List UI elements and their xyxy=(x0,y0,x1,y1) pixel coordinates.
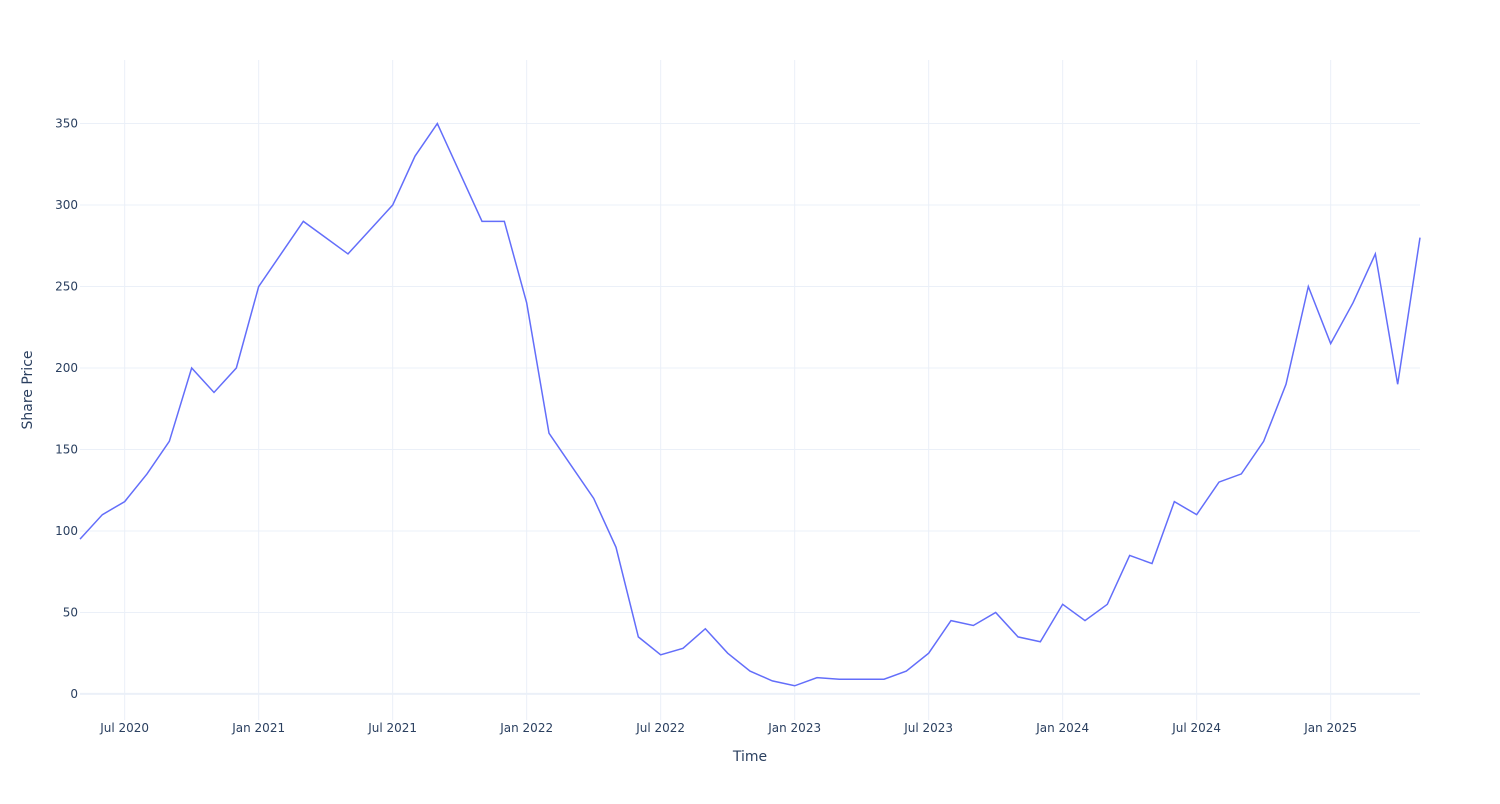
y-tick-label: 100 xyxy=(55,524,78,538)
y-tick-label: 250 xyxy=(55,280,78,294)
x-tick-label: Jul 2021 xyxy=(367,721,417,735)
y-tick-label: 50 xyxy=(63,605,78,619)
x-tick-label: Jul 2020 xyxy=(99,721,149,735)
y-tick-label: 350 xyxy=(55,117,78,131)
price-line xyxy=(79,122,1421,687)
x-axis-title: Time xyxy=(732,749,767,765)
y-tick-label: 300 xyxy=(55,198,78,212)
x-tick-label: Jan 2022 xyxy=(499,721,553,735)
x-tick-label: Jan 2024 xyxy=(1035,721,1089,735)
x-tick-label: Jul 2023 xyxy=(903,721,953,735)
y-axis-title: Share Price xyxy=(20,350,36,429)
x-tick-label: Jan 2023 xyxy=(767,721,821,735)
x-tick-label: Jul 2022 xyxy=(635,721,685,735)
y-tick-label: 150 xyxy=(55,442,78,456)
x-tick-label: Jan 2025 xyxy=(1303,721,1357,735)
y-tick-label: 200 xyxy=(55,361,78,375)
x-tick-label: Jan 2021 xyxy=(231,721,285,735)
y-tick-label: 0 xyxy=(70,687,78,701)
x-tick-label: Jul 2024 xyxy=(1171,721,1221,735)
